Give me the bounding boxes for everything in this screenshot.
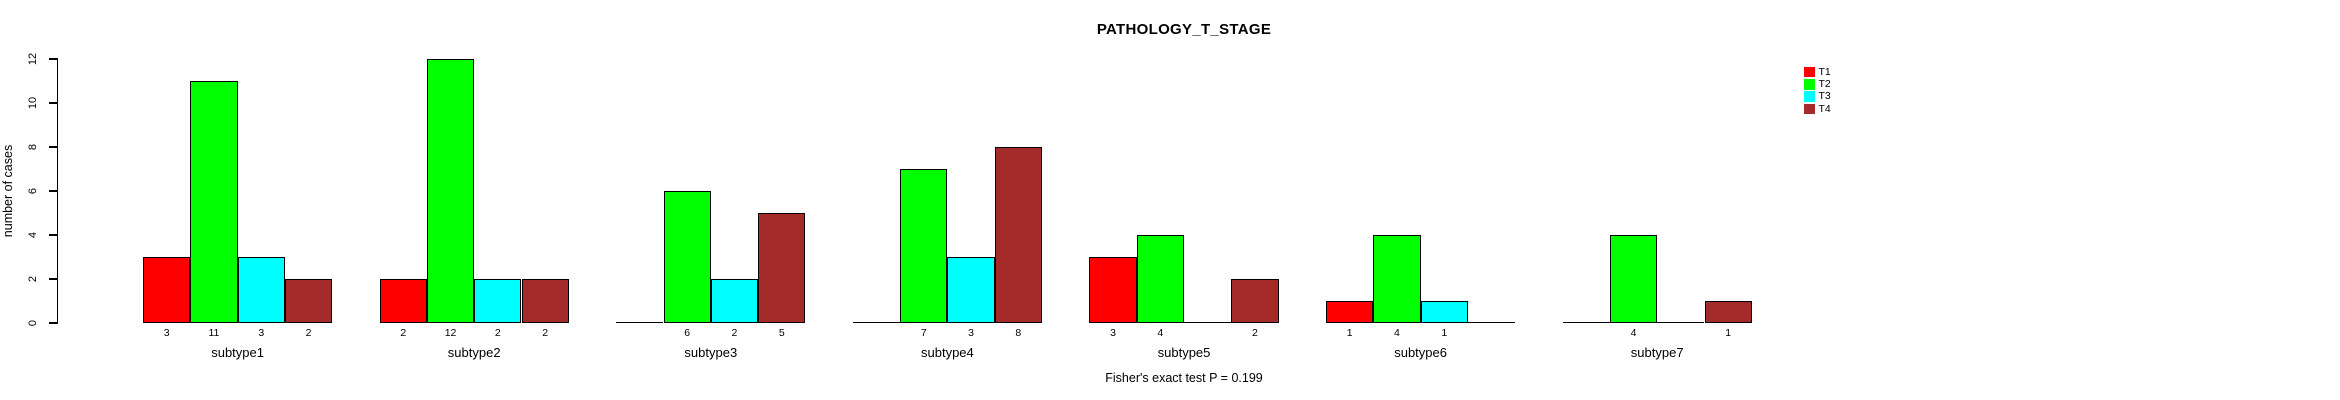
bar-value-label: 5	[778, 326, 785, 339]
y-tick-label: 12	[27, 52, 39, 66]
bar-t4-subtype5	[1231, 279, 1279, 323]
y-tick-mark	[48, 322, 58, 324]
legend-item-t2: T2	[1804, 78, 1831, 90]
y-tick-label: 10	[27, 96, 39, 110]
legend-label: T1	[1818, 65, 1831, 78]
y-tick-mark	[48, 278, 58, 280]
legend-label: T4	[1818, 102, 1831, 115]
bar-t4-subtype2	[521, 279, 569, 323]
legend-item-t1: T1	[1804, 66, 1831, 78]
legend-swatch-t4	[1804, 103, 1815, 115]
y-axis-line	[57, 58, 59, 324]
zero-bar-t4-subtype6	[1467, 321, 1516, 323]
bar-t3-subtype6	[1420, 301, 1468, 323]
category-label-subtype4: subtype4	[921, 344, 974, 360]
y-tick-mark	[48, 234, 58, 236]
zero-bar-t1-subtype4	[852, 321, 901, 323]
bar-value-label: 4	[1630, 326, 1637, 339]
bar-value-label: 2	[494, 326, 501, 339]
y-tick-label: 4	[27, 231, 39, 239]
y-tick-label: 0	[27, 319, 39, 327]
bar-t1-subtype1	[143, 257, 191, 323]
bar-value-label: 1	[1441, 326, 1448, 339]
category-label-subtype1: subtype1	[211, 344, 264, 360]
bar-t3-subtype1	[237, 257, 285, 323]
bar-t2-subtype4	[900, 169, 948, 323]
legend-swatch-t2	[1804, 79, 1815, 90]
legend-label: T2	[1818, 78, 1831, 91]
category-label-subtype6: subtype6	[1394, 344, 1447, 360]
bar-t2-subtype3	[663, 191, 711, 323]
bar-value-label: 3	[163, 326, 170, 339]
bar-value-label: 4	[1394, 326, 1400, 339]
legend-item-t3: T3	[1804, 91, 1831, 103]
bar-value-label: 1	[1725, 326, 1732, 339]
bar-value-label: 2	[305, 326, 312, 339]
y-tick-mark	[48, 102, 58, 104]
zero-bar-t3-subtype5	[1184, 321, 1232, 323]
bar-t4-subtype1	[284, 279, 333, 323]
y-tick-mark	[48, 190, 58, 192]
bar-value-label: 2	[731, 326, 738, 339]
bar-t2-subtype5	[1136, 235, 1184, 323]
bar-value-label: 1	[1346, 326, 1353, 339]
legend: T1 T2 T3 T4	[1804, 66, 1831, 115]
y-tick-mark	[48, 58, 58, 60]
chart-title: PATHOLOGY_T_STAGE	[1096, 21, 1272, 38]
bar-value-label: 2	[542, 326, 549, 339]
zero-bar-t3-subtype7	[1657, 321, 1705, 323]
category-label-subtype7: subtype7	[1630, 344, 1684, 360]
bar-value-label: 12	[444, 326, 457, 339]
bar-value-label: 3	[1110, 326, 1116, 339]
bar-t3-subtype2	[474, 279, 522, 323]
bar-t4-subtype4	[994, 147, 1042, 323]
bar-value-label: 8	[1015, 326, 1022, 339]
y-tick-label: 2	[27, 275, 39, 283]
bar-value-label: 2	[1252, 326, 1258, 339]
zero-bar-t1-subtype3	[616, 321, 664, 323]
bar-value-label: 7	[920, 326, 927, 339]
category-label-subtype3: subtype3	[684, 344, 738, 360]
bar-value-label: 11	[208, 326, 220, 339]
bar-value-label: 4	[1157, 326, 1164, 339]
legend-swatch-t3	[1804, 91, 1815, 102]
bar-t1-subtype2	[379, 279, 427, 323]
bar-value-label: 3	[258, 326, 265, 339]
y-tick-label: 6	[27, 187, 39, 195]
bar-value-label: 6	[684, 326, 691, 339]
bar-t2-subtype6	[1373, 235, 1421, 323]
y-axis-label: number of cases	[1, 144, 15, 238]
bar-t4-subtype7	[1704, 301, 1752, 323]
bar-t2-subtype2	[426, 59, 475, 323]
category-label-subtype5: subtype5	[1157, 344, 1211, 360]
bar-t2-subtype1	[190, 81, 238, 323]
legend-swatch-t1	[1804, 66, 1815, 78]
bar-t3-subtype3	[710, 279, 759, 323]
legend-item-t4: T4	[1804, 103, 1831, 115]
fisher-test-footnote: Fisher's exact test P = 0.199	[1105, 371, 1263, 385]
legend-label: T3	[1818, 90, 1831, 103]
bar-value-label: 3	[968, 326, 974, 339]
bar-t1-subtype6	[1326, 301, 1374, 323]
bar-value-label: 2	[400, 326, 407, 339]
bar-t1-subtype5	[1089, 257, 1137, 323]
zero-bar-t1-subtype7	[1562, 321, 1610, 323]
bar-t3-subtype4	[947, 257, 995, 323]
bar-t4-subtype3	[758, 213, 806, 323]
bar-t2-subtype7	[1609, 235, 1658, 323]
category-label-subtype2: subtype2	[447, 344, 501, 360]
y-tick-label: 8	[27, 143, 39, 151]
y-tick-mark	[48, 146, 58, 148]
